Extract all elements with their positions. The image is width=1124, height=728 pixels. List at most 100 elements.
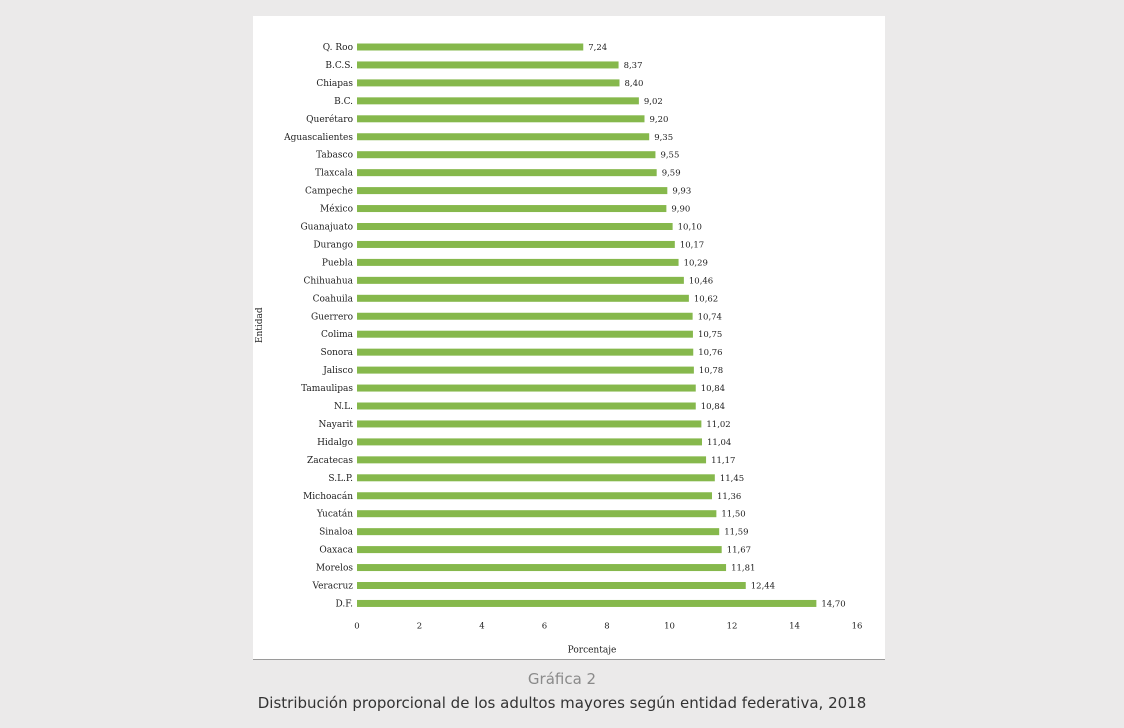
category-label: Aguascalientes (283, 133, 353, 143)
bar (357, 276, 684, 284)
bar (357, 151, 656, 159)
category-label: Oaxaca (319, 546, 353, 556)
bar (357, 133, 650, 141)
bar (357, 240, 675, 248)
category-label: Sinaloa (319, 528, 354, 538)
data-label: 10,17 (680, 240, 704, 250)
x-tick-label: 10 (664, 621, 675, 631)
category-label: B.C.S. (325, 61, 353, 71)
bar (357, 402, 696, 410)
data-label: 10,10 (678, 223, 702, 233)
category-label: Jalisco (322, 366, 353, 376)
category-label: Guerrero (311, 312, 353, 322)
category-label: Morelos (316, 564, 354, 574)
bar (357, 61, 619, 69)
x-tick-label: 6 (542, 621, 547, 631)
data-label: 10,74 (698, 312, 722, 322)
category-label: Coahuila (313, 294, 354, 304)
data-label: 8,40 (625, 79, 644, 89)
bar (357, 348, 694, 356)
bar (357, 564, 727, 572)
data-label: 10,46 (689, 276, 713, 286)
x-tick-label: 4 (479, 621, 484, 631)
bar (357, 79, 620, 87)
data-label: 9,02 (644, 97, 663, 107)
data-label: 9,90 (671, 205, 690, 215)
data-label: 11,45 (720, 474, 744, 484)
bar (357, 312, 693, 320)
category-label: Michoacán (303, 491, 353, 502)
data-label: 10,62 (694, 294, 718, 304)
data-label: 9,20 (650, 115, 669, 125)
category-label: B.C. (334, 97, 353, 107)
bar (357, 169, 657, 177)
data-label: 9,59 (662, 169, 681, 179)
category-label: Tabasco (316, 151, 353, 161)
category-label: Chihuahua (304, 276, 354, 286)
category-label: Yucatán (316, 509, 353, 520)
x-tick-label: 8 (604, 621, 609, 631)
category-label: Guanajuato (300, 223, 353, 233)
data-label: 11,04 (707, 438, 731, 448)
bar (357, 474, 715, 482)
data-label: 11,59 (724, 528, 748, 538)
category-label: D.F. (336, 599, 354, 609)
x-tick-label: 0 (354, 621, 359, 631)
data-label: 11,02 (706, 420, 730, 430)
bar (357, 223, 673, 230)
x-tick-label: 14 (789, 621, 800, 631)
data-label: 9,93 (672, 187, 691, 197)
category-label: Zacatecas (307, 456, 353, 466)
category-label: Tamaulipas (301, 384, 353, 394)
bar (357, 582, 746, 589)
bar (357, 384, 696, 392)
data-label: 12,44 (751, 582, 775, 592)
category-label: Tlaxcala (315, 169, 354, 179)
category-label: Q. Roo (323, 43, 353, 53)
figure-title: Distribución proporcional de los adultos… (257, 694, 867, 712)
bar (357, 205, 667, 213)
bar (357, 187, 668, 195)
bar (357, 366, 694, 374)
data-label: 10,84 (701, 402, 725, 412)
y-axis-title: Entidad (255, 307, 265, 343)
data-label: 9,35 (654, 133, 673, 143)
data-label: 8,37 (624, 61, 643, 71)
category-label: S.L.P. (328, 474, 353, 484)
bar (357, 258, 679, 266)
category-label: Chiapas (316, 79, 353, 89)
category-label: Colima (321, 330, 354, 340)
bar (357, 294, 689, 302)
x-tick-label: 2 (417, 621, 422, 631)
bar (357, 599, 817, 607)
chart-bottom-rule (253, 659, 885, 660)
data-label: 10,29 (684, 258, 708, 268)
bar (357, 97, 639, 105)
bar (357, 546, 722, 554)
category-label: Nayarit (319, 420, 354, 430)
category-label: Querétaro (306, 114, 353, 125)
data-label: 10,76 (698, 348, 722, 358)
x-tick-label: 16 (852, 621, 863, 631)
bar (357, 420, 702, 428)
category-label: Durango (313, 240, 353, 250)
data-label: 11,67 (727, 546, 751, 556)
x-axis-title: Porcentaje (568, 645, 617, 655)
data-label: 10,75 (698, 330, 722, 340)
bar (357, 330, 693, 338)
data-label: 10,78 (699, 366, 723, 376)
data-label: 9,55 (660, 151, 679, 161)
data-label: 11,50 (721, 510, 745, 520)
bar (357, 438, 702, 446)
data-label: 10,84 (701, 384, 725, 394)
bar (357, 510, 717, 518)
bar (357, 492, 712, 500)
category-label: Campeche (305, 187, 353, 197)
data-label: 11,17 (711, 456, 735, 466)
bar (357, 115, 645, 123)
bar (357, 43, 584, 51)
data-label: 7,24 (588, 43, 607, 53)
x-tick-label: 12 (727, 621, 738, 631)
data-label: 14,70 (821, 599, 845, 609)
